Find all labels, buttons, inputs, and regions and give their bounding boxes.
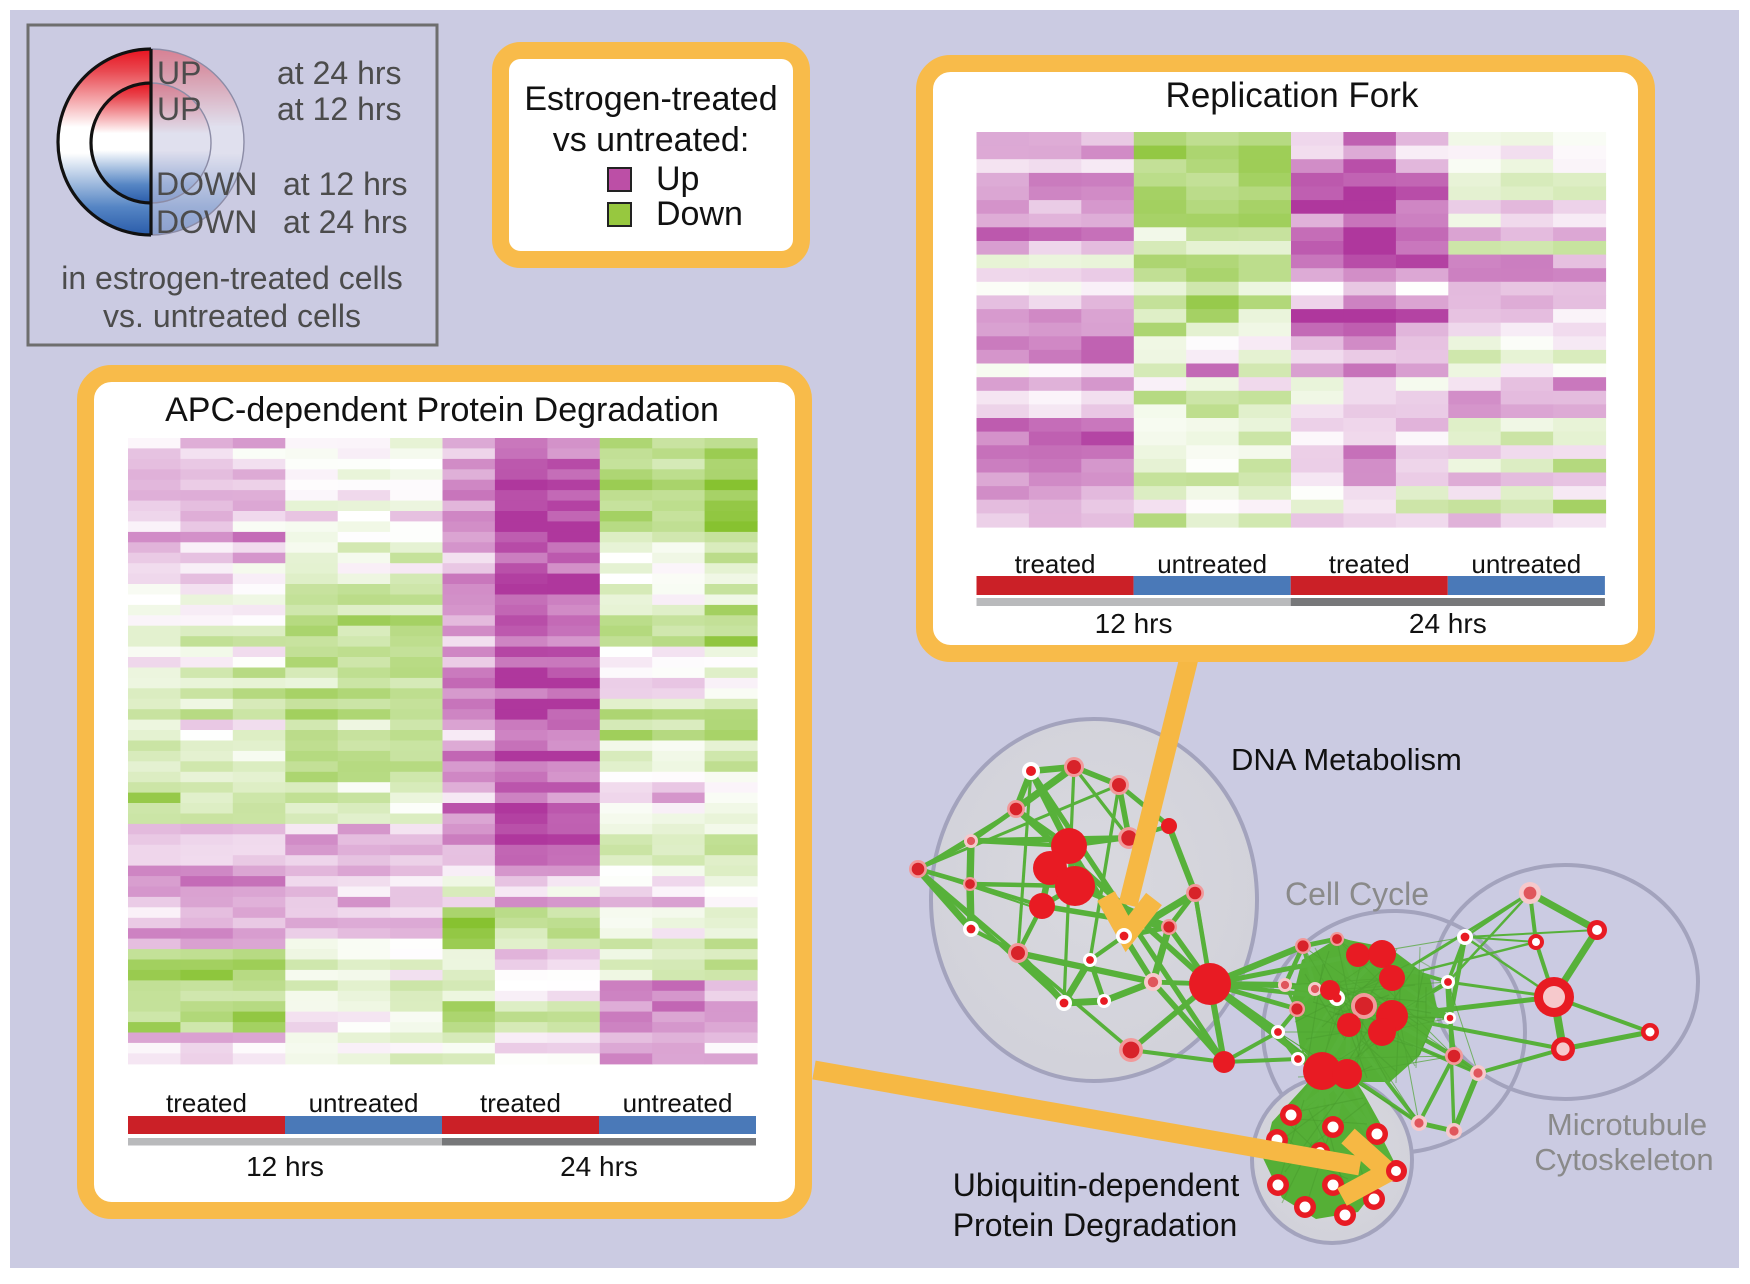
svg-text:vs untreated:: vs untreated: xyxy=(553,121,750,159)
svg-text:Down: Down xyxy=(656,195,743,233)
svg-text:at 12 hrs: at 12 hrs xyxy=(277,91,402,127)
svg-text:treated: treated xyxy=(1015,549,1096,579)
svg-text:DOWN: DOWN xyxy=(156,204,257,240)
svg-text:UP: UP xyxy=(157,91,201,127)
svg-text:Estrogen-treated: Estrogen-treated xyxy=(524,80,777,118)
svg-text:UP: UP xyxy=(157,55,201,91)
svg-text:vs. untreated cells: vs. untreated cells xyxy=(103,298,361,334)
svg-text:untreated: untreated xyxy=(1471,549,1581,579)
svg-text:24 hrs: 24 hrs xyxy=(1409,608,1487,639)
svg-text:treated: treated xyxy=(166,1088,247,1118)
svg-text:Ubiquitin-dependent: Ubiquitin-dependent xyxy=(953,1167,1240,1203)
svg-text:Up: Up xyxy=(656,160,699,198)
svg-text:Cytoskeleton: Cytoskeleton xyxy=(1534,1142,1713,1177)
svg-text:at 24 hrs: at 24 hrs xyxy=(283,204,408,240)
svg-text:DNA Metabolism: DNA Metabolism xyxy=(1231,742,1462,777)
svg-text:Microtubule: Microtubule xyxy=(1547,1107,1707,1142)
svg-text:12 hrs: 12 hrs xyxy=(1095,608,1173,639)
svg-text:at 12 hrs: at 12 hrs xyxy=(283,166,408,202)
svg-text:Cell Cycle: Cell Cycle xyxy=(1285,876,1429,912)
svg-text:Protein Degradation: Protein Degradation xyxy=(953,1207,1238,1243)
svg-text:APC-dependent Protein Degradat: APC-dependent Protein Degradation xyxy=(165,391,719,429)
svg-text:untreated: untreated xyxy=(309,1088,419,1118)
svg-text:treated: treated xyxy=(480,1088,561,1118)
svg-text:in estrogen-treated cells: in estrogen-treated cells xyxy=(61,260,403,296)
svg-text:24 hrs: 24 hrs xyxy=(560,1151,638,1182)
svg-text:untreated: untreated xyxy=(1157,549,1267,579)
svg-text:Replication Fork: Replication Fork xyxy=(1166,76,1419,115)
svg-text:untreated: untreated xyxy=(623,1088,733,1118)
svg-text:DOWN: DOWN xyxy=(156,166,257,202)
svg-text:treated: treated xyxy=(1329,549,1410,579)
svg-text:12 hrs: 12 hrs xyxy=(246,1151,324,1182)
svg-text:at 24 hrs: at 24 hrs xyxy=(277,55,402,91)
